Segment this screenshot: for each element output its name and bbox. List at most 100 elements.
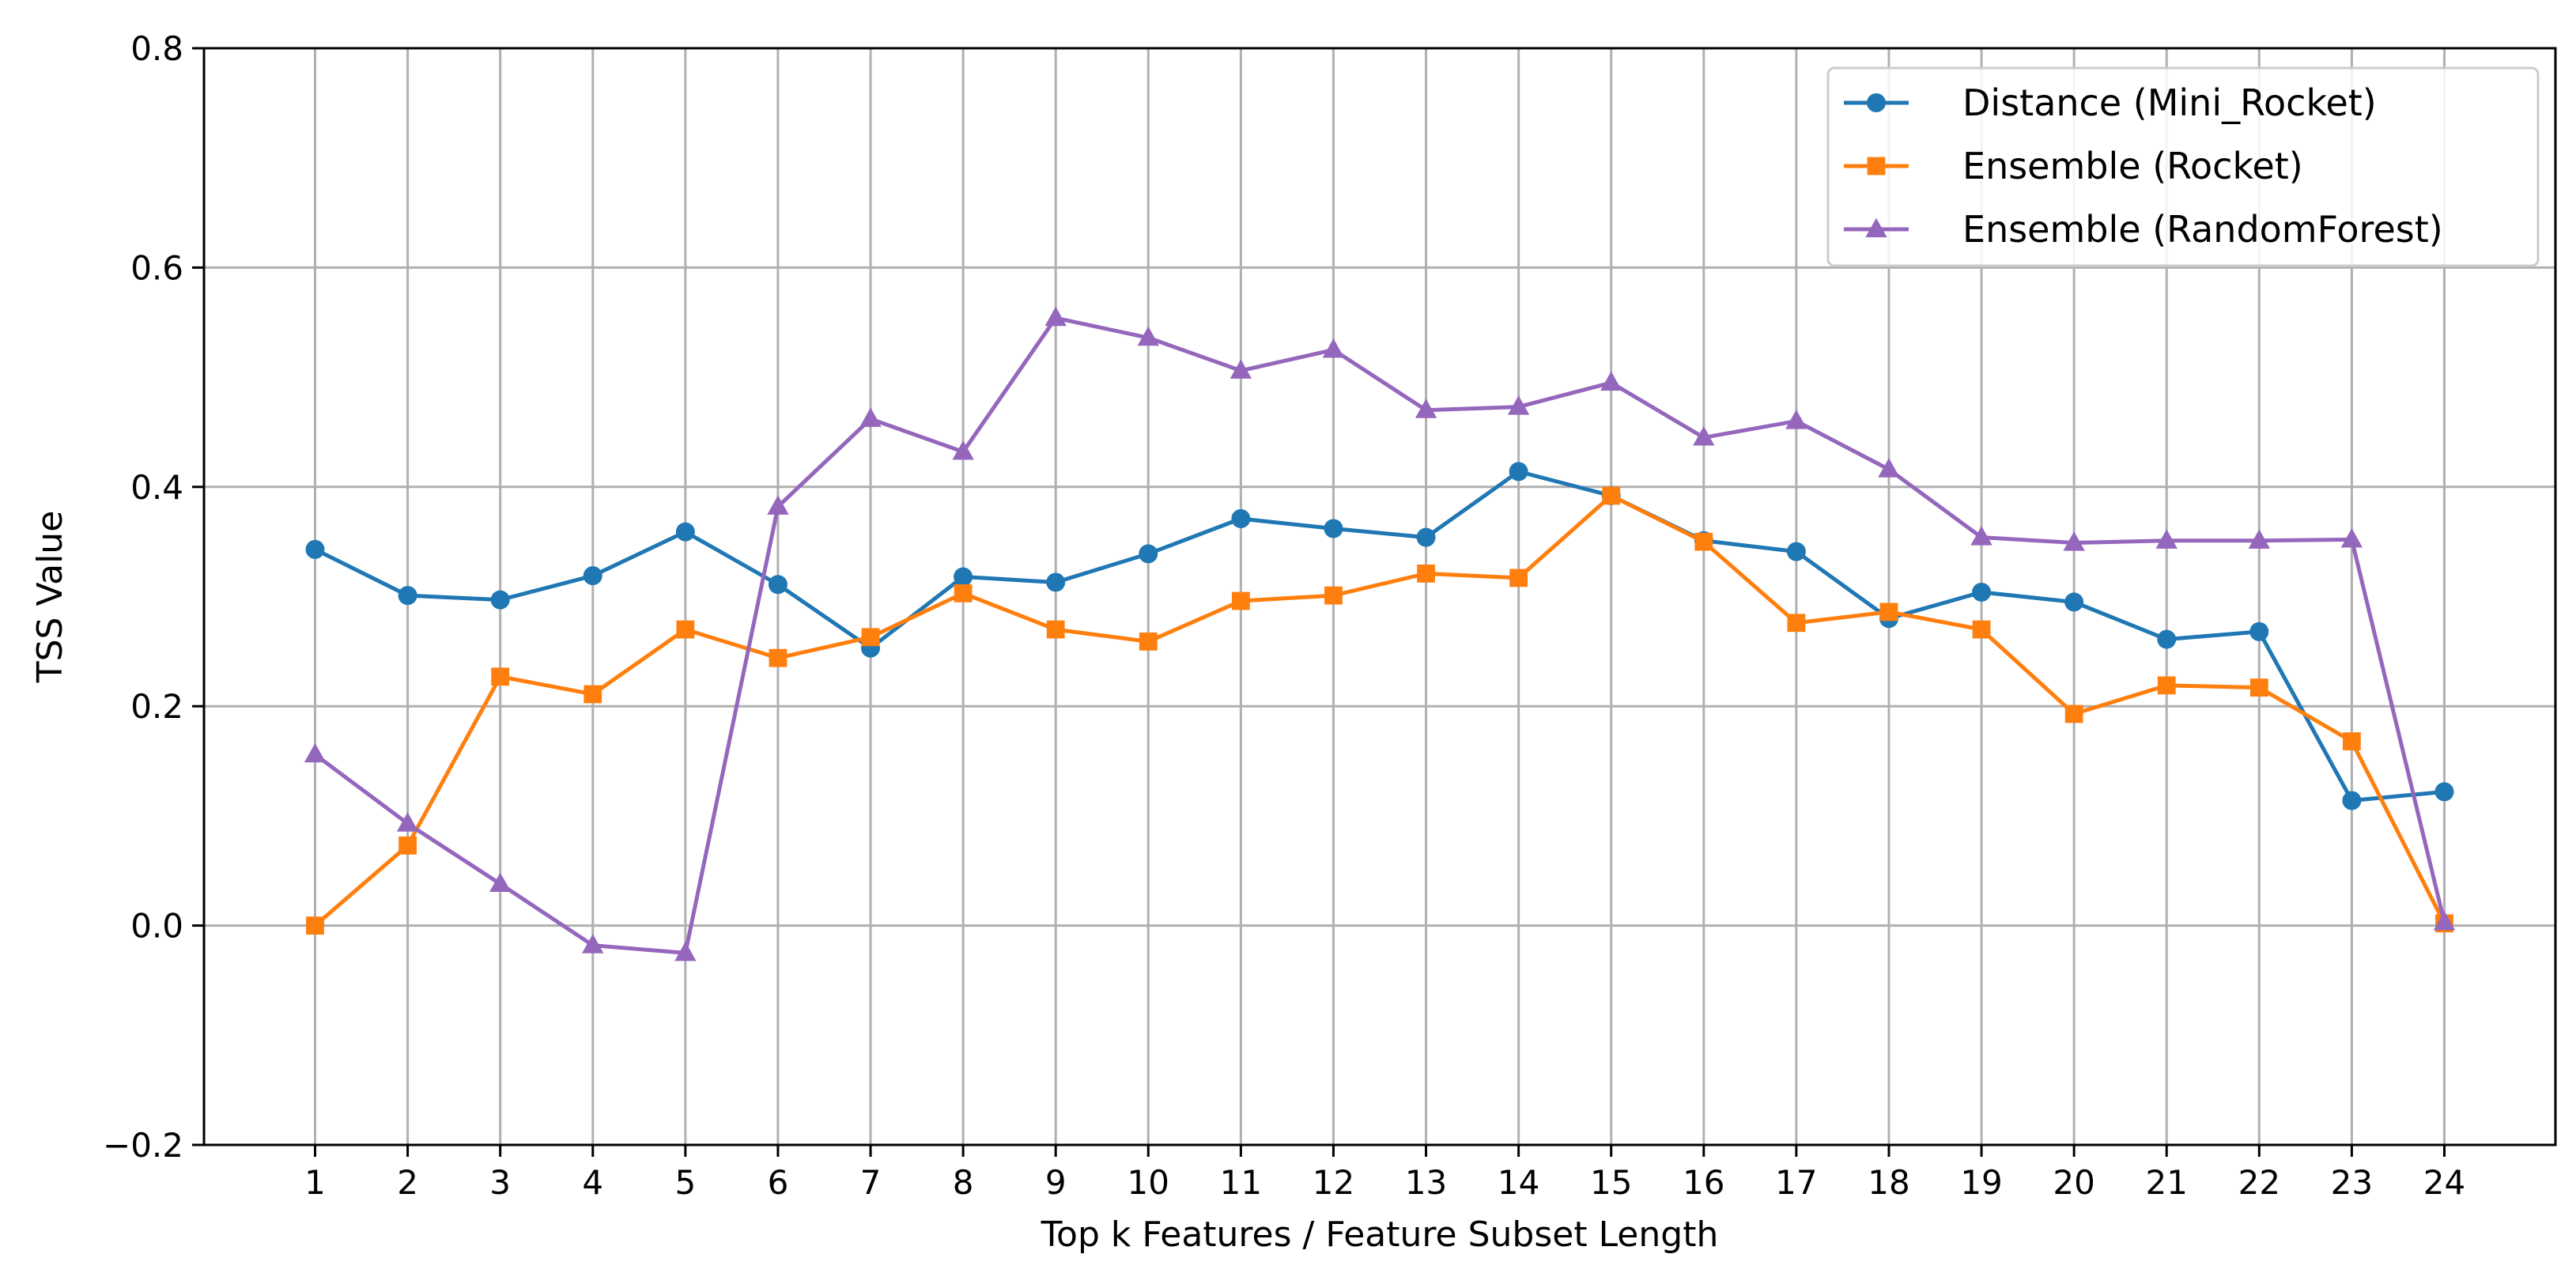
legend-label: Ensemble (RandomForest) — [1962, 208, 2443, 251]
y-tick-label: 0.6 — [130, 248, 183, 287]
data-point — [1602, 486, 1621, 505]
data-point — [1507, 395, 1530, 415]
x-tick-label: 17 — [1775, 1163, 1817, 1202]
data-point — [584, 685, 602, 704]
data-point — [1046, 572, 1066, 592]
data-point — [2249, 678, 2268, 697]
data-point — [2434, 782, 2454, 802]
legend-label: Ensemble (Rocket) — [1962, 145, 2303, 187]
series-layer — [304, 306, 2456, 961]
x-tick-label: 16 — [1683, 1163, 1724, 1202]
x-tick-label: 4 — [582, 1163, 603, 1202]
data-point — [2433, 911, 2456, 931]
data-point — [769, 648, 788, 667]
data-point — [676, 620, 695, 639]
x-tick-label: 18 — [1868, 1163, 1909, 1202]
data-point — [1229, 359, 1252, 379]
series-square — [306, 486, 2453, 935]
data-point — [1137, 326, 1159, 346]
data-point — [1324, 519, 1343, 538]
data-point — [1785, 410, 1807, 429]
data-point — [2249, 621, 2269, 641]
legend-box — [1826, 66, 2540, 267]
x-tick-label: 21 — [2146, 1163, 2188, 1202]
data-point — [2157, 676, 2176, 695]
data-point — [1970, 526, 1992, 546]
data-point — [861, 628, 880, 647]
data-point — [1865, 217, 1887, 238]
data-point — [490, 590, 510, 610]
series-triangle — [304, 306, 2456, 961]
data-point — [306, 916, 324, 935]
data-point — [952, 440, 974, 460]
data-point — [1867, 93, 1886, 112]
series-line — [314, 315, 2446, 955]
data-point — [491, 667, 510, 686]
data-point — [1972, 582, 1992, 602]
x-tick-label: 8 — [953, 1163, 974, 1202]
x-tick-label: 9 — [1045, 1163, 1067, 1202]
legend-item: Ensemble (Rocket) — [1844, 145, 2303, 187]
x-tick-label: 24 — [2423, 1163, 2465, 1202]
data-point — [398, 836, 417, 855]
series-line — [314, 469, 2445, 803]
x-tick-label: 10 — [1127, 1163, 1169, 1202]
data-point — [1231, 509, 1251, 529]
data-point — [489, 872, 512, 892]
y-tick-label: 0.2 — [130, 687, 183, 726]
data-point — [582, 934, 604, 954]
x-axis-label: Top k Features / Feature Subset Length — [1041, 1214, 1719, 1255]
data-point — [675, 522, 695, 542]
data-point — [1694, 532, 1713, 551]
y-tick-label: −0.2 — [103, 1126, 183, 1165]
data-point — [768, 575, 788, 595]
data-point — [304, 742, 327, 763]
x-tick-label: 15 — [1590, 1163, 1632, 1202]
y-tick-label: 0.4 — [130, 468, 183, 507]
data-point — [1322, 338, 1345, 358]
x-tick-label: 3 — [489, 1163, 511, 1202]
x-tick-label: 13 — [1405, 1163, 1447, 1202]
data-point — [1509, 569, 1528, 587]
x-tick-label: 20 — [2053, 1163, 2094, 1202]
y-axis-label: TSS Value — [30, 511, 70, 684]
data-point — [1046, 620, 1065, 639]
data-point — [2343, 732, 2361, 750]
data-point — [398, 586, 417, 606]
data-point — [1509, 462, 1528, 482]
y-axis: −0.2 0.0 0.2 0.4 0.6 0.8 — [103, 29, 204, 1165]
x-tick-label: 5 — [674, 1163, 696, 1202]
data-point — [1231, 591, 1250, 610]
data-point — [1600, 371, 1622, 391]
data-point — [954, 584, 973, 603]
x-axis: 1 2 3 4 5 6 7 8 9 10 11 12 13 14 15 16 17 18 19 20 21 22 23 24 — [304, 1145, 2465, 1202]
data-point — [1416, 527, 1436, 547]
x-tick-label: 11 — [1220, 1163, 1262, 1202]
series-line — [313, 493, 2446, 927]
legend-label: Distance (Mini_Rocket) — [1962, 81, 2377, 124]
data-point — [1417, 564, 1435, 583]
x-tick-label: 12 — [1313, 1163, 1354, 1202]
data-point — [767, 495, 789, 515]
data-point — [2155, 529, 2178, 549]
data-point — [2340, 527, 2363, 548]
data-point — [1139, 632, 1158, 651]
data-point — [674, 941, 697, 961]
plot-frame — [202, 47, 2557, 1146]
x-tick-label: 14 — [1498, 1163, 1539, 1202]
y-tick-label: 0.0 — [130, 907, 183, 946]
data-point — [2157, 629, 2177, 649]
x-tick-label: 22 — [2238, 1163, 2280, 1202]
x-tick-label: 6 — [768, 1163, 789, 1202]
x-tick-label: 2 — [397, 1163, 418, 1202]
data-point — [1879, 603, 1898, 621]
data-point — [396, 812, 419, 832]
data-point — [305, 539, 325, 559]
data-point — [2063, 531, 2085, 551]
data-point — [1787, 614, 1806, 633]
legend-item: Ensemble (RandomForest) — [1844, 208, 2443, 251]
data-point — [2248, 529, 2271, 549]
data-point — [1139, 544, 1158, 564]
data-point — [1324, 586, 1343, 605]
